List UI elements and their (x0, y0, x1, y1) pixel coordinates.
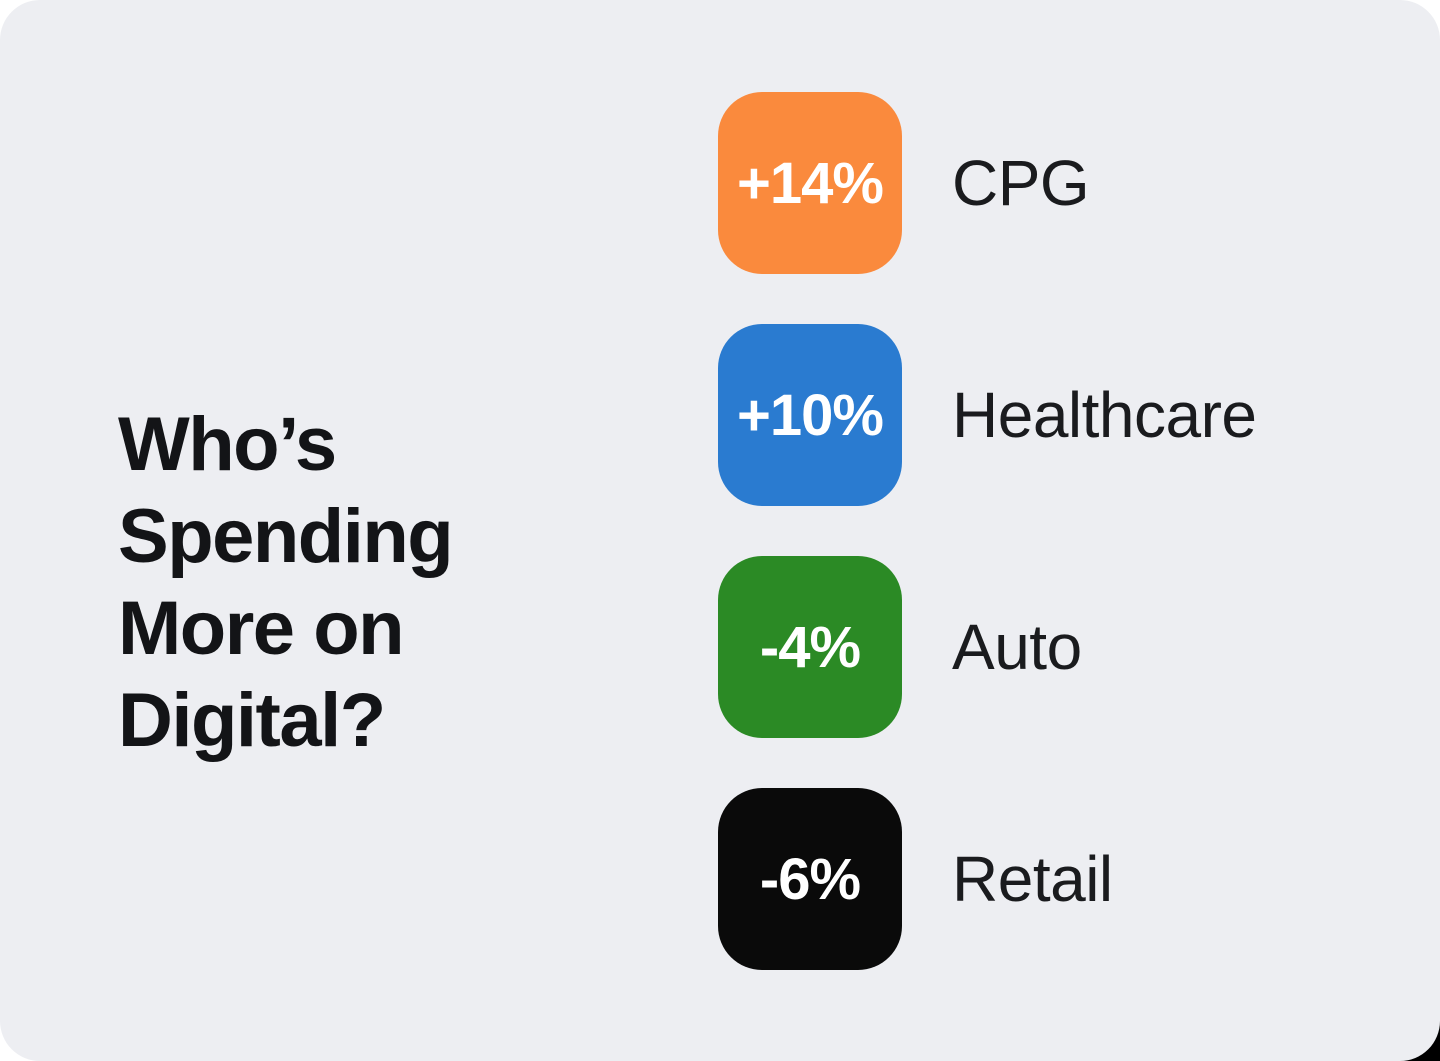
list-item: -6% Retail (718, 788, 1257, 970)
stat-label-retail: Retail (952, 843, 1113, 915)
stat-badge-cpg: +14% (718, 92, 902, 274)
page-title: Who’s Spending More on Digital? (118, 401, 454, 763)
stat-label-auto: Auto (952, 611, 1082, 683)
stat-badge-retail: -6% (718, 788, 902, 970)
list-item: +14% CPG (718, 92, 1257, 274)
stat-list: +14% CPG +10% Healthcare -4% Auto -6% Re… (718, 92, 1257, 970)
stat-label-cpg: CPG (952, 147, 1090, 219)
stat-badge-auto: -4% (718, 556, 902, 738)
list-item: +10% Healthcare (718, 324, 1257, 506)
stat-badge-healthcare: +10% (718, 324, 902, 506)
list-item: -4% Auto (718, 556, 1257, 738)
stat-label-healthcare: Healthcare (952, 379, 1257, 451)
